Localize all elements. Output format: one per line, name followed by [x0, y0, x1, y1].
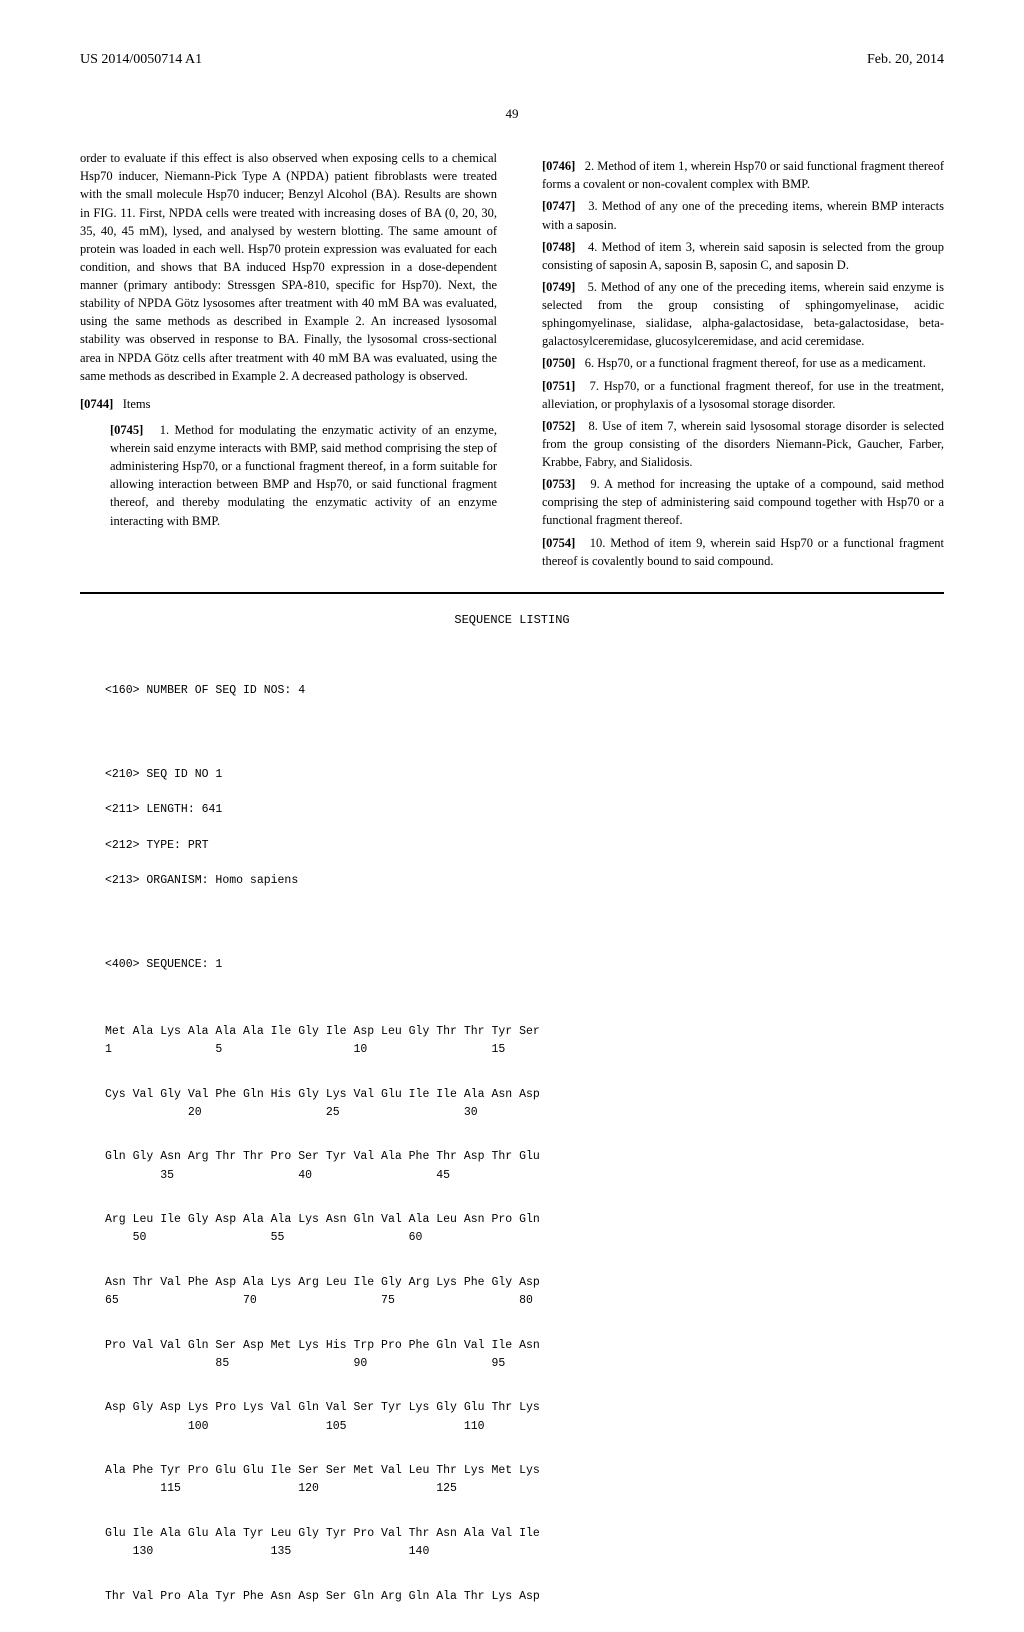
para-num-0754: [0754]	[542, 536, 575, 550]
item-8: [0752] 8. Use of item 7, wherein said ly…	[542, 417, 944, 471]
seq-length: <211> LENGTH: 641	[105, 801, 944, 818]
seq-row-6: Pro Val Val Gln Ser Asp Met Lys His Trp …	[105, 1337, 944, 1373]
para-num-0744: [0744]	[80, 397, 113, 411]
item-10: [0754] 10. Method of item 9, wherein sai…	[542, 534, 944, 570]
right-items-block: [0746] 2. Method of item 1, wherein Hsp7…	[527, 157, 944, 570]
seq-row-9: Glu Ile Ala Glu Ala Tyr Leu Gly Tyr Pro …	[105, 1525, 944, 1561]
publication-date: Feb. 20, 2014	[867, 50, 944, 70]
seq-row-3: Gln Gly Asn Arg Thr Thr Pro Ser Tyr Val …	[105, 1148, 944, 1184]
para-num-0748: [0748]	[542, 240, 575, 254]
publication-number: US 2014/0050714 A1	[80, 50, 202, 70]
seq-aa-4: Arg Leu Ile Gly Asp Ala Ala Lys Asn Gln …	[105, 1211, 944, 1228]
items-heading: [0744] Items	[80, 395, 497, 413]
item-6: [0750] 6. Hsp70, or a functional fragmen…	[542, 354, 944, 372]
seq-count: <160> NUMBER OF SEQ ID NOS: 4	[105, 682, 944, 699]
seq-row-5: Asn Thr Val Phe Asp Ala Lys Arg Leu Ile …	[105, 1274, 944, 1310]
right-column: [0746] 2. Method of item 1, wherein Hsp7…	[527, 149, 944, 574]
seq-pos-8: 115 120 125	[105, 1480, 944, 1497]
seq-header-block: <160> NUMBER OF SEQ ID NOS: 4	[105, 664, 944, 717]
page-header: US 2014/0050714 A1 Feb. 20, 2014	[80, 50, 944, 70]
left-column: order to evaluate if this effect is also…	[80, 149, 497, 574]
para-num-0753: [0753]	[542, 477, 575, 491]
para-num-0752: [0752]	[542, 419, 575, 433]
seq-row-10: Thr Val Pro Ala Tyr Phe Asn Asp Ser Gln …	[105, 1588, 944, 1605]
seq-aa-9: Glu Ile Ala Glu Ala Tyr Leu Gly Tyr Pro …	[105, 1525, 944, 1542]
continuation-paragraph: order to evaluate if this effect is also…	[80, 151, 497, 383]
item-4: [0748] 4. Method of item 3, wherein said…	[542, 238, 944, 274]
seq-aa-7: Asp Gly Asp Lys Pro Lys Val Gln Val Ser …	[105, 1399, 944, 1416]
seq-400: <400> SEQUENCE: 1	[105, 956, 944, 973]
text-columns: order to evaluate if this effect is also…	[80, 149, 944, 574]
seq-type: <212> TYPE: PRT	[105, 837, 944, 854]
seq-aa-10: Thr Val Pro Ala Tyr Phe Asn Asp Ser Gln …	[105, 1588, 944, 1605]
item-1-text: 1. Method for modulating the enzymatic a…	[110, 423, 497, 528]
item-3: [0747] 3. Method of any one of the prece…	[542, 197, 944, 233]
seq-id: <210> SEQ ID NO 1	[105, 766, 944, 783]
item-1-block: [0745] 1. Method for modulating the enzy…	[80, 421, 497, 530]
para-num-0750: [0750]	[542, 356, 575, 370]
seq-row-8: Ala Phe Tyr Pro Glu Glu Ile Ser Ser Met …	[105, 1462, 944, 1498]
horizontal-rule	[80, 592, 944, 594]
page-number: 49	[80, 105, 944, 124]
seq-row-4: Arg Leu Ile Gly Asp Ala Ala Lys Asn Gln …	[105, 1211, 944, 1247]
item-6-text: 6. Hsp70, or a functional fragment there…	[585, 356, 926, 370]
seq-pos-7: 100 105 110	[105, 1418, 944, 1435]
item-5: [0749] 5. Method of any one of the prece…	[542, 278, 944, 351]
item-10-text: 10. Method of item 9, wherein said Hsp70…	[542, 536, 944, 568]
item-5-text: 5. Method of any one of the preceding it…	[542, 280, 944, 348]
seq-pos-3: 35 40 45	[105, 1167, 944, 1184]
sequence-listing-title: SEQUENCE LISTING	[80, 612, 944, 629]
seq-organism: <213> ORGANISM: Homo sapiens	[105, 872, 944, 889]
item-4-text: 4. Method of item 3, wherein said saposi…	[542, 240, 944, 272]
seq-pos-5: 65 70 75 80	[105, 1292, 944, 1309]
item-8-text: 8. Use of item 7, wherein said lysosomal…	[542, 419, 944, 469]
para-num-0746: [0746]	[542, 159, 575, 173]
seq-row-7: Asp Gly Asp Lys Pro Lys Val Gln Val Ser …	[105, 1399, 944, 1435]
item-7: [0751] 7. Hsp70, or a functional fragmen…	[542, 377, 944, 413]
seq-number-block: <400> SEQUENCE: 1	[105, 939, 944, 992]
seq-aa-5: Asn Thr Val Phe Asp Ala Lys Arg Leu Ile …	[105, 1274, 944, 1291]
item-7-text: 7. Hsp70, or a functional fragment there…	[542, 379, 944, 411]
seq-aa-2: Cys Val Gly Val Phe Gln His Gly Lys Val …	[105, 1086, 944, 1103]
sequence-listing: <160> NUMBER OF SEQ ID NOS: 4 <210> SEQ …	[80, 647, 944, 1632]
para-num-0749: [0749]	[542, 280, 575, 294]
item-1: [0745] 1. Method for modulating the enzy…	[110, 421, 497, 530]
seq-aa-6: Pro Val Val Gln Ser Asp Met Lys His Trp …	[105, 1337, 944, 1354]
seq-pos-6: 85 90 95	[105, 1355, 944, 1372]
item-2-text: 2. Method of item 1, wherein Hsp70 or sa…	[542, 159, 944, 191]
seq-row-1: Met Ala Lys Ala Ala Ala Ile Gly Ile Asp …	[105, 1023, 944, 1059]
seq-meta-block: <210> SEQ ID NO 1 <211> LENGTH: 641 <212…	[105, 748, 944, 907]
seq-pos-2: 20 25 30	[105, 1104, 944, 1121]
seq-aa-8: Ala Phe Tyr Pro Glu Glu Ile Ser Ser Met …	[105, 1462, 944, 1479]
para-num-0751: [0751]	[542, 379, 575, 393]
items-heading-text: Items	[123, 397, 151, 411]
item-9-text: 9. A method for increasing the uptake of…	[542, 477, 944, 527]
seq-aa-1: Met Ala Lys Ala Ala Ala Ile Gly Ile Asp …	[105, 1023, 944, 1040]
seq-pos-1: 1 5 10 15	[105, 1041, 944, 1058]
item-3-text: 3. Method of any one of the preceding it…	[542, 199, 944, 231]
seq-aa-3: Gln Gly Asn Arg Thr Thr Pro Ser Tyr Val …	[105, 1148, 944, 1165]
seq-pos-4: 50 55 60	[105, 1229, 944, 1246]
para-num-0745: [0745]	[110, 423, 143, 437]
para-num-0747: [0747]	[542, 199, 575, 213]
item-2: [0746] 2. Method of item 1, wherein Hsp7…	[542, 157, 944, 193]
seq-pos-9: 130 135 140	[105, 1543, 944, 1560]
item-9: [0753] 9. A method for increasing the up…	[542, 475, 944, 529]
seq-row-2: Cys Val Gly Val Phe Gln His Gly Lys Val …	[105, 1086, 944, 1122]
